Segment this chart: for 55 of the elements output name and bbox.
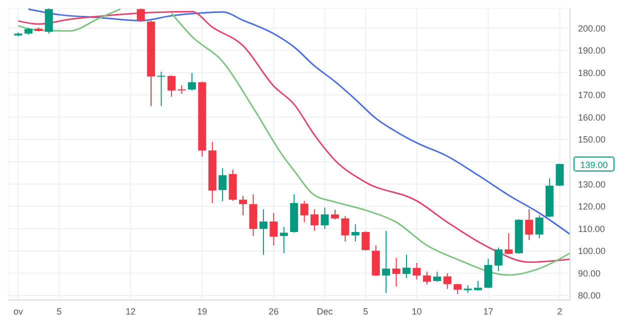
x-tick-label: 2 xyxy=(557,306,562,316)
candlestick xyxy=(412,262,421,280)
x-tick-label: 26 xyxy=(268,306,279,316)
text: 139.00 xyxy=(580,160,608,170)
x-tick-label: 5 xyxy=(363,306,368,316)
y-tick-label: 120.00 xyxy=(578,202,606,212)
y-tick-label: 150.00 xyxy=(578,134,606,145)
candlestick xyxy=(259,208,268,256)
candlestick xyxy=(556,163,564,187)
candlestick xyxy=(239,195,248,216)
y-tick-label: 130.00 xyxy=(578,179,606,190)
candlestick xyxy=(362,230,370,252)
x-tick-label: 17 xyxy=(483,306,494,316)
candlestick xyxy=(351,224,360,242)
y-tick-label: 110.00 xyxy=(578,224,605,234)
candlestick xyxy=(433,271,442,282)
y-tick-label: 90.00 xyxy=(578,268,601,278)
x-tick-label: 12 xyxy=(126,306,136,316)
candlestick xyxy=(300,200,308,223)
candlestick xyxy=(392,257,400,288)
candlestick xyxy=(402,254,411,278)
x-tick-label: 19 xyxy=(197,306,208,316)
candlestick xyxy=(474,280,482,292)
candlestick xyxy=(320,206,329,230)
candlestick xyxy=(535,214,544,239)
candlestick xyxy=(525,208,534,241)
candlestick xyxy=(44,8,53,34)
candlestick xyxy=(422,271,431,285)
x-tick-label: ov xyxy=(13,306,24,316)
candlestick xyxy=(310,208,319,232)
candlestick xyxy=(382,230,390,294)
candlestick xyxy=(341,215,350,242)
candlestick xyxy=(280,226,288,254)
candlestick xyxy=(330,209,339,220)
x-tick-label: 5 xyxy=(56,306,62,316)
candlestick xyxy=(504,232,513,255)
y-tick-label: 200.00 xyxy=(578,23,606,34)
candlestick xyxy=(218,168,227,202)
candlestick xyxy=(270,212,278,246)
candlestick xyxy=(484,258,492,289)
candlestick xyxy=(443,272,452,290)
candlestick xyxy=(494,247,502,272)
y-tick-label: 80.00 xyxy=(578,290,601,301)
candlestick xyxy=(188,72,196,91)
y-tick-label: 190.00 xyxy=(578,46,606,56)
x-tick-label: Dec xyxy=(316,306,334,316)
y-tick-label: 100.00 xyxy=(578,246,606,256)
candlestick xyxy=(167,75,176,98)
y-tick-label: 170.00 xyxy=(578,90,606,100)
candlestick xyxy=(454,283,462,294)
candlestick xyxy=(136,8,145,22)
candlestick xyxy=(157,71,166,107)
y-tick-label: 160.00 xyxy=(578,112,606,122)
y-tick-label: 180.00 xyxy=(578,68,606,78)
x-tick-label: 10 xyxy=(412,306,422,316)
